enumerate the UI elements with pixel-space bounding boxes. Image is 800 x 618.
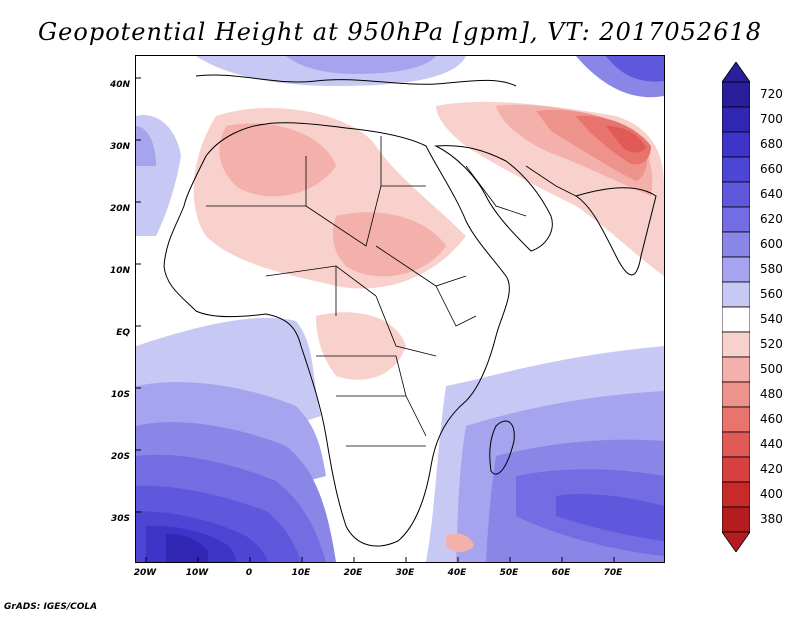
colorbar-segment xyxy=(722,481,750,508)
lon-label: 70E xyxy=(603,568,623,578)
colorbar-segment xyxy=(722,381,750,408)
colorbar-segment xyxy=(722,431,750,458)
lon-label: 30E xyxy=(395,568,415,578)
lon-label: 50E xyxy=(499,568,519,578)
colorbar-segment xyxy=(722,456,750,483)
lat-label: 20N xyxy=(109,204,130,214)
lat-label: EQ xyxy=(116,328,130,338)
colorbar-segment xyxy=(722,81,750,108)
height-field-high xyxy=(136,56,664,562)
colorbar-label: 720 xyxy=(760,86,783,101)
colorbar-segment xyxy=(722,281,750,308)
lon-label: 20E xyxy=(343,568,363,578)
colorbar-segment xyxy=(722,156,750,183)
coastlines xyxy=(163,74,657,547)
lon-label: 10E xyxy=(291,568,311,578)
colorbar-label: 660 xyxy=(760,161,783,176)
page-title: Geopotential Height at 950hPa [gpm], VT:… xyxy=(38,18,762,46)
colorbar-cap-top xyxy=(722,62,750,83)
colorbar-label: 640 xyxy=(760,186,783,201)
colorbar-segment xyxy=(722,106,750,133)
lon-label: 20W xyxy=(133,568,157,578)
colorbar-label: 580 xyxy=(760,261,783,276)
graticule-ticks xyxy=(136,77,615,562)
lat-label: 40N xyxy=(109,80,130,90)
country-borders xyxy=(206,136,577,447)
lat-label: 30S xyxy=(110,514,130,524)
lat-label: 20S xyxy=(110,452,130,462)
colorbar-segment xyxy=(722,356,750,383)
colorbar-label: 540 xyxy=(760,311,783,326)
colorbar-segment xyxy=(722,406,750,433)
colorbar-label: 500 xyxy=(760,361,783,376)
colorbar-label: 420 xyxy=(760,461,783,476)
colorbar-label: 400 xyxy=(760,486,783,501)
height-field-low xyxy=(193,101,664,552)
colorbar-label: 480 xyxy=(760,386,783,401)
colorbar-label: 600 xyxy=(760,236,783,251)
lon-label: 10W xyxy=(185,568,209,578)
colorbar-cap-bottom xyxy=(722,531,750,552)
lon-label: 0 xyxy=(245,568,253,578)
colorbar-segment xyxy=(722,181,750,208)
map-canvas xyxy=(136,56,664,562)
colorbar-segment xyxy=(722,256,750,283)
colorbar-label: 380 xyxy=(760,511,783,526)
colorbar-segment xyxy=(722,206,750,233)
colorbar-label: 460 xyxy=(760,411,783,426)
colorbar-label: 560 xyxy=(760,286,783,301)
lat-label: 30N xyxy=(109,142,130,152)
colorbar xyxy=(722,62,750,552)
colorbar-segment xyxy=(722,331,750,358)
colorbar-segment xyxy=(722,306,750,333)
lat-label: 10S xyxy=(110,390,130,400)
lon-label: 40E xyxy=(447,568,467,578)
colorbar-label: 680 xyxy=(760,136,783,151)
colorbar-label: 520 xyxy=(760,336,783,351)
lon-label: 60E xyxy=(551,568,571,578)
colorbar-label: 700 xyxy=(760,111,783,126)
colorbar-segment xyxy=(722,231,750,258)
colorbar-label: 620 xyxy=(760,211,783,226)
lat-label: 10N xyxy=(109,266,130,276)
colorbar-segment xyxy=(722,131,750,158)
credit-label: GrADS: IGES/COLA xyxy=(4,602,98,612)
colorbar-segment xyxy=(722,506,750,533)
map-panel xyxy=(135,55,665,563)
colorbar-label: 440 xyxy=(760,436,783,451)
